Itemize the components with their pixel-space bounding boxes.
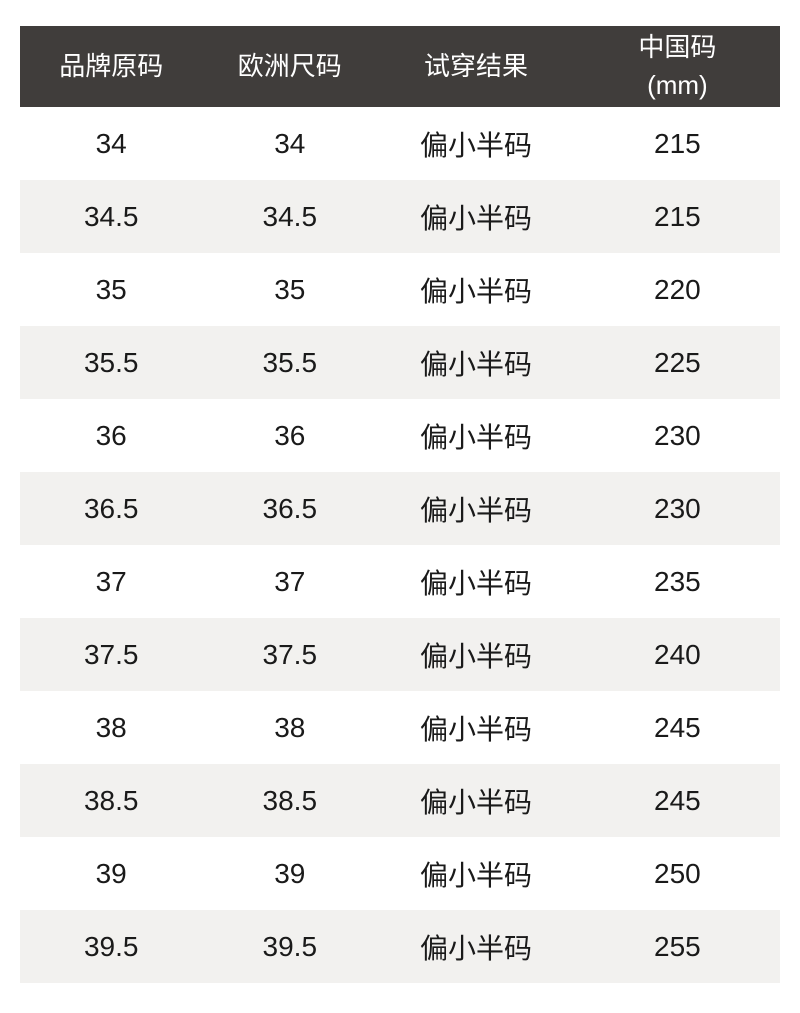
table-row: 39.5 39.5 偏小半码 255: [20, 910, 780, 983]
cell-cn-mm: 215: [574, 180, 780, 253]
header-cn-mm-label: 中国码: [638, 31, 717, 62]
cell-brand-size: 37: [20, 545, 203, 618]
header-fit-result: 试穿结果: [377, 26, 575, 107]
cell-brand-size: 34: [20, 107, 203, 180]
table-row: 37.5 37.5 偏小半码 240: [20, 618, 780, 691]
cell-cn-mm: 250: [574, 837, 780, 910]
cell-brand-size: 38: [20, 691, 203, 764]
cell-eu-size: 36: [202, 399, 378, 472]
cell-fit-result: 偏小半码: [377, 764, 575, 837]
cell-brand-size: 36.5: [20, 472, 203, 545]
cell-eu-size: 37.5: [202, 618, 378, 691]
cell-eu-size: 38: [202, 691, 378, 764]
table-row: 38 38 偏小半码 245: [20, 691, 780, 764]
cell-eu-size: 34: [202, 107, 378, 180]
table-row: 37 37 偏小半码 235: [20, 545, 780, 618]
header-brand-size: 品牌原码: [20, 26, 203, 107]
cell-fit-result: 偏小半码: [377, 545, 575, 618]
cell-fit-result: 偏小半码: [377, 399, 575, 472]
cell-eu-size: 34.5: [202, 180, 378, 253]
table-row: 34 34 偏小半码 215: [20, 107, 780, 180]
table-row: 36 36 偏小半码 230: [20, 399, 780, 472]
cell-fit-result: 偏小半码: [377, 180, 575, 253]
cell-eu-size: 37: [202, 545, 378, 618]
cell-cn-mm: 245: [574, 764, 780, 837]
cell-cn-mm: 230: [574, 399, 780, 472]
header-row: 品牌原码 欧洲尺码 试穿结果 中国码 (mm): [20, 26, 780, 107]
cell-cn-mm: 255: [574, 910, 780, 983]
cell-eu-size: 39: [202, 837, 378, 910]
header-eu-size: 欧洲尺码: [202, 26, 378, 107]
cell-fit-result: 偏小半码: [377, 472, 575, 545]
cell-brand-size: 34.5: [20, 180, 203, 253]
cell-eu-size: 35.5: [202, 326, 378, 399]
cell-brand-size: 35.5: [20, 326, 203, 399]
cell-cn-mm: 220: [574, 253, 780, 326]
cell-eu-size: 38.5: [202, 764, 378, 837]
cell-cn-mm: 225: [574, 326, 780, 399]
cell-fit-result: 偏小半码: [377, 326, 575, 399]
table-row: 35 35 偏小半码 220: [20, 253, 780, 326]
cell-fit-result: 偏小半码: [377, 618, 575, 691]
cell-brand-size: 39.5: [20, 910, 203, 983]
cell-brand-size: 35: [20, 253, 203, 326]
cell-cn-mm: 235: [574, 545, 780, 618]
cell-fit-result: 偏小半码: [377, 837, 575, 910]
cell-brand-size: 37.5: [20, 618, 203, 691]
table-row: 35.5 35.5 偏小半码 225: [20, 326, 780, 399]
cell-fit-result: 偏小半码: [377, 691, 575, 764]
cell-cn-mm: 230: [574, 472, 780, 545]
table-row: 38.5 38.5 偏小半码 245: [20, 764, 780, 837]
cell-fit-result: 偏小半码: [377, 253, 575, 326]
cell-eu-size: 35: [202, 253, 378, 326]
cell-cn-mm: 240: [574, 618, 780, 691]
cell-brand-size: 38.5: [20, 764, 203, 837]
cell-fit-result: 偏小半码: [377, 107, 575, 180]
size-chart-body: 34 34 偏小半码 215 34.5 34.5 偏小半码 215 35 35 偏小半码 220 35.…: [20, 107, 780, 983]
cell-fit-result: 偏小半码: [377, 910, 575, 983]
cell-cn-mm: 215: [574, 107, 780, 180]
table-row: 36.5 36.5 偏小半码 230: [20, 472, 780, 545]
header-cn-mm-unit: (mm): [647, 69, 708, 100]
cell-brand-size: 39: [20, 837, 203, 910]
table-row: 39 39 偏小半码 250: [20, 837, 780, 910]
table-row: 34.5 34.5 偏小半码 215: [20, 180, 780, 253]
cell-eu-size: 39.5: [202, 910, 378, 983]
size-chart-table: 品牌原码 欧洲尺码 试穿结果 中国码 (mm) 34 34 偏小半码 215 34.5 3…: [20, 26, 780, 983]
size-chart-header: 品牌原码 欧洲尺码 试穿结果 中国码 (mm): [20, 26, 780, 107]
cell-eu-size: 36.5: [202, 472, 378, 545]
cell-cn-mm: 245: [574, 691, 780, 764]
header-cn-mm: 中国码 (mm): [574, 26, 780, 107]
cell-brand-size: 36: [20, 399, 203, 472]
